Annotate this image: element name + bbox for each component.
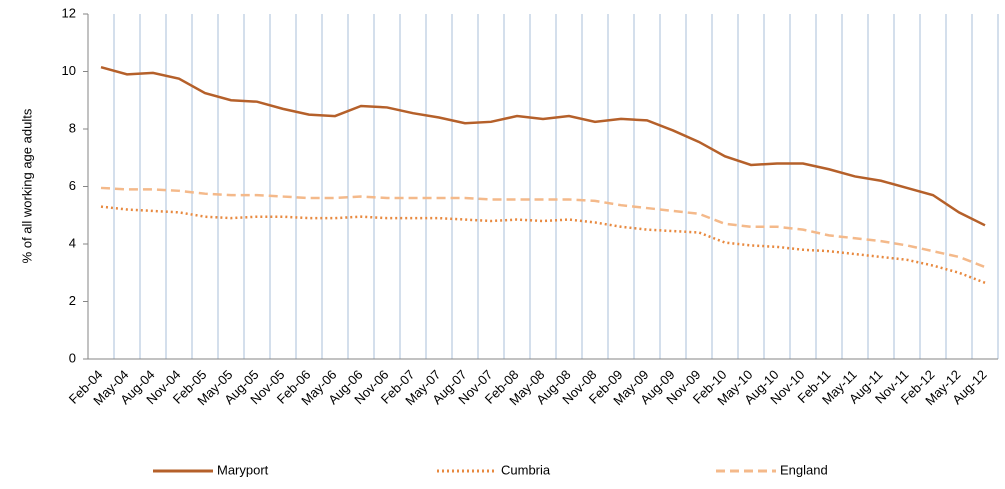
data-line xyxy=(100,186,986,269)
legend-label: Maryport xyxy=(217,462,269,477)
y-tick-label: 10 xyxy=(62,63,76,78)
data-line xyxy=(100,205,986,284)
y-tick-label: 6 xyxy=(69,178,76,193)
legend-label: England xyxy=(780,462,828,477)
y-tick-label: 8 xyxy=(69,120,76,135)
y-tick-label: 0 xyxy=(69,350,76,365)
data-line xyxy=(100,65,986,227)
legend-label: Cumbria xyxy=(501,462,551,477)
y-tick-label: 12 xyxy=(62,5,76,20)
y-tick-label: 4 xyxy=(69,235,76,250)
y-tick-label: 2 xyxy=(69,293,76,308)
y-axis-label: % of all working age adults xyxy=(19,108,34,263)
